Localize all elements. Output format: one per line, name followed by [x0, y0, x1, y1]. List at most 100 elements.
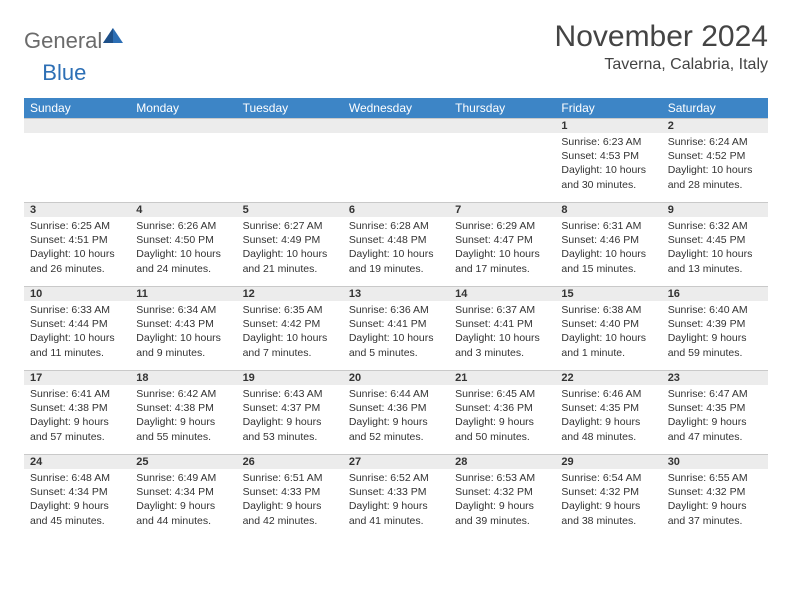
logo-triangle-icon — [102, 26, 124, 49]
calendar-week-row: 1Sunrise: 6:23 AMSunset: 4:53 PMDaylight… — [24, 119, 768, 203]
day-body: Sunrise: 6:35 AMSunset: 4:42 PMDaylight:… — [237, 301, 343, 366]
calendar-week-row: 17Sunrise: 6:41 AMSunset: 4:38 PMDayligh… — [24, 371, 768, 455]
sunrise-line: Sunrise: 6:42 AM — [136, 387, 230, 401]
daylight-line: Daylight: 10 hours and 3 minutes. — [455, 331, 549, 359]
col-thursday: Thursday — [449, 98, 555, 119]
calendar-cell — [343, 119, 449, 203]
daylight-line: Daylight: 9 hours and 37 minutes. — [668, 499, 762, 527]
day-number: 16 — [662, 287, 768, 301]
calendar-cell: 4Sunrise: 6:26 AMSunset: 4:50 PMDaylight… — [130, 203, 236, 287]
sunrise-line: Sunrise: 6:51 AM — [243, 471, 337, 485]
sunrise-line: Sunrise: 6:47 AM — [668, 387, 762, 401]
sunset-line: Sunset: 4:52 PM — [668, 149, 762, 163]
daylight-line: Daylight: 10 hours and 15 minutes. — [561, 247, 655, 275]
sunset-line: Sunset: 4:35 PM — [668, 401, 762, 415]
sunset-line: Sunset: 4:33 PM — [243, 485, 337, 499]
daylight-line: Daylight: 10 hours and 21 minutes. — [243, 247, 337, 275]
calendar-cell: 24Sunrise: 6:48 AMSunset: 4:34 PMDayligh… — [24, 455, 130, 539]
calendar-cell: 11Sunrise: 6:34 AMSunset: 4:43 PMDayligh… — [130, 287, 236, 371]
day-body: Sunrise: 6:42 AMSunset: 4:38 PMDaylight:… — [130, 385, 236, 450]
day-body: Sunrise: 6:49 AMSunset: 4:34 PMDaylight:… — [130, 469, 236, 534]
daylight-line: Daylight: 9 hours and 47 minutes. — [668, 415, 762, 443]
day-number: 1 — [555, 119, 661, 133]
calendar-cell — [130, 119, 236, 203]
day-number-empty — [237, 119, 343, 133]
day-number: 13 — [343, 287, 449, 301]
day-number: 6 — [343, 203, 449, 217]
daylight-line: Daylight: 9 hours and 52 minutes. — [349, 415, 443, 443]
day-number: 9 — [662, 203, 768, 217]
day-body: Sunrise: 6:55 AMSunset: 4:32 PMDaylight:… — [662, 469, 768, 534]
day-number: 17 — [24, 371, 130, 385]
logo: General — [24, 20, 126, 54]
daylight-line: Daylight: 10 hours and 13 minutes. — [668, 247, 762, 275]
day-number: 29 — [555, 455, 661, 469]
sunrise-line: Sunrise: 6:23 AM — [561, 135, 655, 149]
sunset-line: Sunset: 4:43 PM — [136, 317, 230, 331]
daylight-line: Daylight: 9 hours and 59 minutes. — [668, 331, 762, 359]
calendar-header-row: Sunday Monday Tuesday Wednesday Thursday… — [24, 98, 768, 119]
day-body: Sunrise: 6:52 AMSunset: 4:33 PMDaylight:… — [343, 469, 449, 534]
sunset-line: Sunset: 4:36 PM — [349, 401, 443, 415]
day-body: Sunrise: 6:36 AMSunset: 4:41 PMDaylight:… — [343, 301, 449, 366]
daylight-line: Daylight: 10 hours and 1 minute. — [561, 331, 655, 359]
calendar-cell — [24, 119, 130, 203]
sunset-line: Sunset: 4:39 PM — [668, 317, 762, 331]
calendar-cell: 21Sunrise: 6:45 AMSunset: 4:36 PMDayligh… — [449, 371, 555, 455]
calendar-cell: 19Sunrise: 6:43 AMSunset: 4:37 PMDayligh… — [237, 371, 343, 455]
sunrise-line: Sunrise: 6:36 AM — [349, 303, 443, 317]
day-number: 30 — [662, 455, 768, 469]
day-number: 26 — [237, 455, 343, 469]
day-body: Sunrise: 6:53 AMSunset: 4:32 PMDaylight:… — [449, 469, 555, 534]
day-body: Sunrise: 6:24 AMSunset: 4:52 PMDaylight:… — [662, 133, 768, 198]
calendar-cell: 3Sunrise: 6:25 AMSunset: 4:51 PMDaylight… — [24, 203, 130, 287]
sunrise-line: Sunrise: 6:24 AM — [668, 135, 762, 149]
daylight-line: Daylight: 9 hours and 57 minutes. — [30, 415, 124, 443]
calendar-cell: 1Sunrise: 6:23 AMSunset: 4:53 PMDaylight… — [555, 119, 661, 203]
col-tuesday: Tuesday — [237, 98, 343, 119]
sunset-line: Sunset: 4:41 PM — [455, 317, 549, 331]
sunset-line: Sunset: 4:45 PM — [668, 233, 762, 247]
day-number: 25 — [130, 455, 236, 469]
calendar-cell: 28Sunrise: 6:53 AMSunset: 4:32 PMDayligh… — [449, 455, 555, 539]
day-number: 27 — [343, 455, 449, 469]
sunset-line: Sunset: 4:46 PM — [561, 233, 655, 247]
day-number-empty — [449, 119, 555, 133]
sunrise-line: Sunrise: 6:38 AM — [561, 303, 655, 317]
sunset-line: Sunset: 4:41 PM — [349, 317, 443, 331]
sunrise-line: Sunrise: 6:27 AM — [243, 219, 337, 233]
daylight-line: Daylight: 10 hours and 30 minutes. — [561, 163, 655, 191]
day-body: Sunrise: 6:23 AMSunset: 4:53 PMDaylight:… — [555, 133, 661, 198]
daylight-line: Daylight: 9 hours and 42 minutes. — [243, 499, 337, 527]
sunset-line: Sunset: 4:47 PM — [455, 233, 549, 247]
calendar-cell: 25Sunrise: 6:49 AMSunset: 4:34 PMDayligh… — [130, 455, 236, 539]
day-number-empty — [130, 119, 236, 133]
sunset-line: Sunset: 4:33 PM — [349, 485, 443, 499]
day-number: 5 — [237, 203, 343, 217]
sunrise-line: Sunrise: 6:41 AM — [30, 387, 124, 401]
day-body: Sunrise: 6:33 AMSunset: 4:44 PMDaylight:… — [24, 301, 130, 366]
calendar-table: Sunday Monday Tuesday Wednesday Thursday… — [24, 98, 768, 539]
col-wednesday: Wednesday — [343, 98, 449, 119]
col-saturday: Saturday — [662, 98, 768, 119]
daylight-line: Daylight: 9 hours and 44 minutes. — [136, 499, 230, 527]
sunrise-line: Sunrise: 6:48 AM — [30, 471, 124, 485]
day-body: Sunrise: 6:54 AMSunset: 4:32 PMDaylight:… — [555, 469, 661, 534]
day-number: 19 — [237, 371, 343, 385]
calendar-week-row: 3Sunrise: 6:25 AMSunset: 4:51 PMDaylight… — [24, 203, 768, 287]
calendar-cell — [237, 119, 343, 203]
sunrise-line: Sunrise: 6:34 AM — [136, 303, 230, 317]
day-body: Sunrise: 6:41 AMSunset: 4:38 PMDaylight:… — [24, 385, 130, 450]
daylight-line: Daylight: 10 hours and 9 minutes. — [136, 331, 230, 359]
day-body: Sunrise: 6:37 AMSunset: 4:41 PMDaylight:… — [449, 301, 555, 366]
day-body: Sunrise: 6:51 AMSunset: 4:33 PMDaylight:… — [237, 469, 343, 534]
daylight-line: Daylight: 9 hours and 50 minutes. — [455, 415, 549, 443]
day-body: Sunrise: 6:25 AMSunset: 4:51 PMDaylight:… — [24, 217, 130, 282]
sunrise-line: Sunrise: 6:26 AM — [136, 219, 230, 233]
sunrise-line: Sunrise: 6:46 AM — [561, 387, 655, 401]
day-number: 22 — [555, 371, 661, 385]
sunset-line: Sunset: 4:50 PM — [136, 233, 230, 247]
sunrise-line: Sunrise: 6:33 AM — [30, 303, 124, 317]
day-number: 2 — [662, 119, 768, 133]
daylight-line: Daylight: 10 hours and 19 minutes. — [349, 247, 443, 275]
